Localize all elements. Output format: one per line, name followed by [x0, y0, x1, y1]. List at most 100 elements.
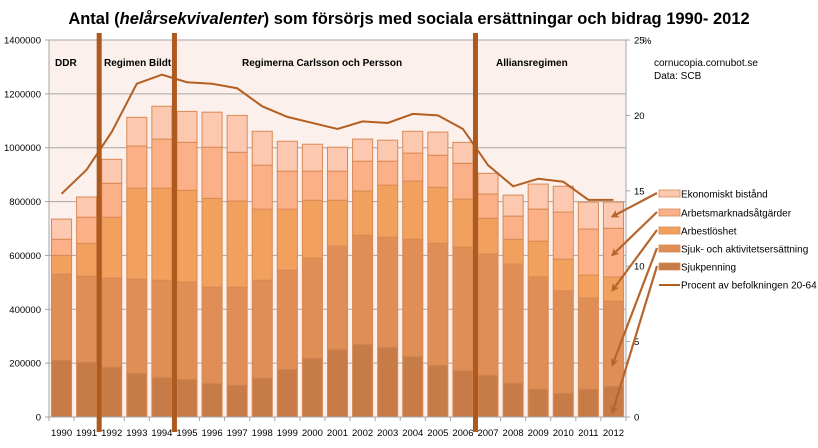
bar-stack-1991 — [76, 196, 98, 418]
bar-stack-1995 — [176, 110, 198, 418]
legend-arrow — [610, 192, 658, 218]
bar-stack-2010 — [552, 185, 574, 418]
regime-divider-1995 — [171, 33, 177, 432]
bar-arbestl-shet-2004 — [402, 180, 424, 240]
bar-arbestl-shet-2007 — [477, 217, 499, 255]
bar-ekonomiskt-bist-nd-1995 — [176, 110, 198, 143]
legend: Ekonomiskt bistånd Arbetsmarknadsåtgärder… — [658, 189, 818, 292]
bar-stack-1992 — [101, 158, 123, 418]
bar-sjuk-och-aktivitetsers-ttning-2005 — [427, 242, 449, 366]
bar-arbetsmarknads-tg-rder-1996 — [201, 146, 223, 199]
bar-sjukpenning-2006 — [452, 369, 474, 418]
legend-item: Sjuk- och aktivitetsersättning — [658, 245, 808, 256]
bar-ekonomiskt-bist-nd-2005 — [427, 131, 449, 156]
legend-swatch — [658, 226, 681, 235]
bar-arbestl-shet-1994 — [151, 187, 173, 281]
bar-arbestl-shet-2001 — [326, 199, 349, 247]
bar-stack-2006 — [452, 141, 474, 418]
legend-swatch — [658, 262, 681, 271]
bar-sjukpenning-1998 — [251, 377, 273, 418]
bar-sjukpenning-2000 — [301, 357, 323, 418]
bar-arbetsmarknads-tg-rder-2006 — [452, 162, 474, 200]
bar-sjuk-och-aktivitetsers-ttning-2010 — [552, 290, 574, 394]
bar-stack-1990 — [51, 218, 73, 418]
y2-axis-ticks: 0 5 10 15 20 25 — [626, 36, 645, 424]
bar-arbestl-shet-1991 — [76, 242, 98, 277]
bar-sjukpenning-1995 — [176, 378, 198, 418]
bar-sjuk-och-aktivitetsers-ttning-2007 — [477, 253, 499, 376]
y-tick-label: 600000 — [9, 251, 41, 262]
bar-stack-1996 — [201, 111, 223, 418]
y-axis-ticks: 0 200000 400000 600000 800000 1000000 1200000 1… — [4, 36, 49, 424]
bar-sjuk-och-aktivitetsers-ttning-1995 — [176, 281, 198, 380]
bar-sjuk-och-aktivitetsers-ttning-1999 — [276, 269, 298, 370]
y2-tick-label: 25 — [634, 36, 645, 47]
bar-sjukpenning-1996 — [201, 382, 223, 418]
legend-arrows — [610, 192, 659, 415]
bar-sjuk-och-aktivitetsers-ttning-1994 — [151, 279, 173, 378]
bar-arbestl-shet-1996 — [201, 197, 223, 288]
bar-stack-2009 — [527, 183, 549, 418]
axes — [48, 40, 627, 418]
bar-sjukpenning-1994 — [151, 376, 173, 418]
x-tick-label: 1995 — [176, 428, 197, 439]
regime-divider-2007 — [472, 33, 478, 432]
bar-sjuk-och-aktivitetsers-ttning-1992 — [101, 277, 123, 368]
x-tick-label: 2011 — [578, 428, 598, 439]
legend-item: Arbetsmarknadsåtgärder — [658, 208, 792, 220]
x-tick-label: 2009 — [528, 428, 549, 439]
bar-ekonomiskt-bist-nd-1994 — [151, 105, 173, 140]
legend-label: Sjuk- och aktivitetsersättning — [681, 245, 808, 256]
bar-arbetsmarknads-tg-rder-1991 — [76, 216, 98, 244]
bar-arbestl-shet-2010 — [552, 258, 574, 292]
bar-arbetsmarknads-tg-rder-2005 — [427, 154, 449, 188]
bar-ekonomiskt-bist-nd-1999 — [276, 140, 298, 172]
bar-sjukpenning-2002 — [352, 343, 374, 418]
x-tick-label: 2006 — [452, 428, 473, 439]
bar-ekonomiskt-bist-nd-2010 — [552, 185, 574, 213]
bar-sjukpenning-1990 — [51, 359, 73, 418]
annotation-source-site: cornucopia.cornubot.se — [654, 58, 758, 69]
regime-label: Regimerna Carlsson och Persson — [242, 58, 402, 69]
bar-arbestl-shet-2008 — [502, 238, 524, 265]
bar-arbetsmarknads-tg-rder-2004 — [402, 152, 424, 182]
bar-arbetsmarknads-tg-rder-2000 — [301, 170, 323, 201]
bar-sjuk-och-aktivitetsers-ttning-1991 — [76, 275, 98, 363]
legend-swatch — [658, 189, 681, 198]
bar-arbetsmarknads-tg-rder-2011 — [577, 228, 599, 276]
y-tick-label: 400000 — [9, 305, 41, 316]
bar-sjuk-och-aktivitetsers-ttning-2000 — [301, 257, 323, 359]
bar-sjuk-och-aktivitetsers-ttning-1998 — [251, 279, 273, 379]
percent-line — [60, 73, 614, 201]
bar-sjuk-och-aktivitetsers-ttning-2006 — [452, 246, 474, 371]
bar-ekonomiskt-bist-nd-1990 — [51, 218, 73, 240]
x-tick-label: 1998 — [252, 428, 273, 439]
bar-ekonomiskt-bist-nd-2007 — [477, 172, 499, 195]
x-tick-label: 2002 — [352, 428, 373, 439]
y-tick-label: 200000 — [9, 359, 41, 370]
bar-arbestl-shet-1995 — [176, 189, 198, 283]
bar-sjukpenning-1991 — [76, 361, 98, 418]
bar-arbetsmarknads-tg-rder-1990 — [51, 238, 73, 256]
bar-arbestl-shet-2006 — [452, 198, 474, 248]
bar-ekonomiskt-bist-nd-2008 — [502, 194, 524, 217]
bar-stack-1998 — [251, 130, 273, 418]
bar-sjukpenning-2004 — [402, 355, 424, 418]
bar-ekonomiskt-bist-nd-2011 — [577, 201, 599, 230]
legend-item: Sjukpenning — [658, 262, 736, 274]
y-tick-label: 1000000 — [4, 143, 41, 154]
y2-tick-label: 10 — [634, 262, 645, 273]
legend-arrow — [611, 211, 658, 257]
bar-ekonomiskt-bist-nd-1992 — [101, 158, 123, 184]
bar-arbetsmarknads-tg-rder-2008 — [502, 215, 524, 240]
bar-arbestl-shet-1997 — [226, 200, 248, 288]
bar-sjuk-och-aktivitetsers-ttning-2003 — [377, 236, 399, 348]
bar-stack-1993 — [126, 116, 148, 418]
legend-label: Procent av befolkningen 20-64 år — [681, 280, 818, 292]
legend-label: Sjukpenning — [681, 263, 736, 274]
legend-item: Arbestlöshet — [658, 226, 737, 238]
bar-stack-2000 — [301, 143, 323, 418]
bar-stack-1994 — [151, 105, 173, 418]
bar-arbestl-shet-1998 — [251, 208, 273, 281]
bar-arbetsmarknads-tg-rder-1993 — [126, 145, 148, 189]
